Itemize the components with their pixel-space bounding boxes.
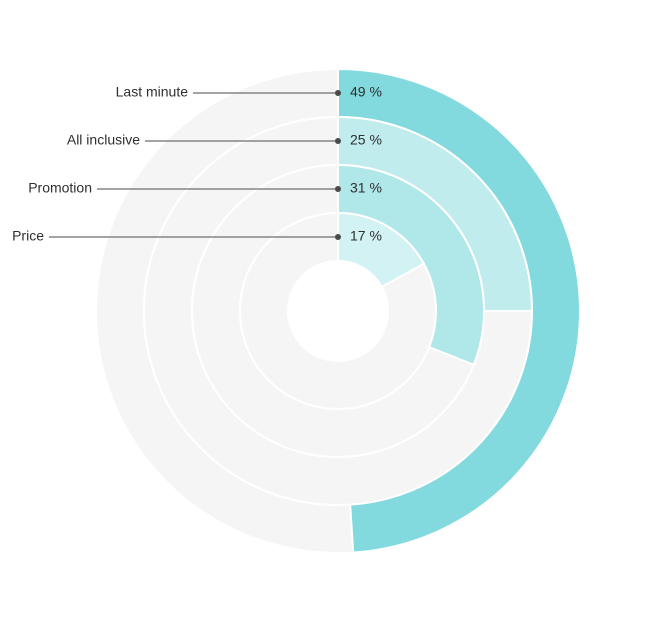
series-label-promotion: Promotion [28,180,92,196]
series-label-price: Price [12,228,44,244]
value-label-price: 17 % [350,228,382,244]
label-dot-price [335,234,341,240]
series-label-all-inclusive: All inclusive [67,132,140,148]
value-label-last-minute: 49 % [350,84,382,100]
value-label-promotion: 31 % [350,180,382,196]
label-dot-all-inclusive [335,138,341,144]
value-label-all-inclusive: 25 % [350,132,382,148]
chart-labels: Last minute 49 % All inclusive 25 % Promotio… [12,84,382,244]
chart-center-hole [288,261,388,361]
label-dot-promotion [335,186,341,192]
label-dot-last-minute [335,90,341,96]
series-label-last-minute: Last minute [116,84,189,100]
bar-price[interactable] [337,211,426,289]
chart-bars [337,67,581,554]
